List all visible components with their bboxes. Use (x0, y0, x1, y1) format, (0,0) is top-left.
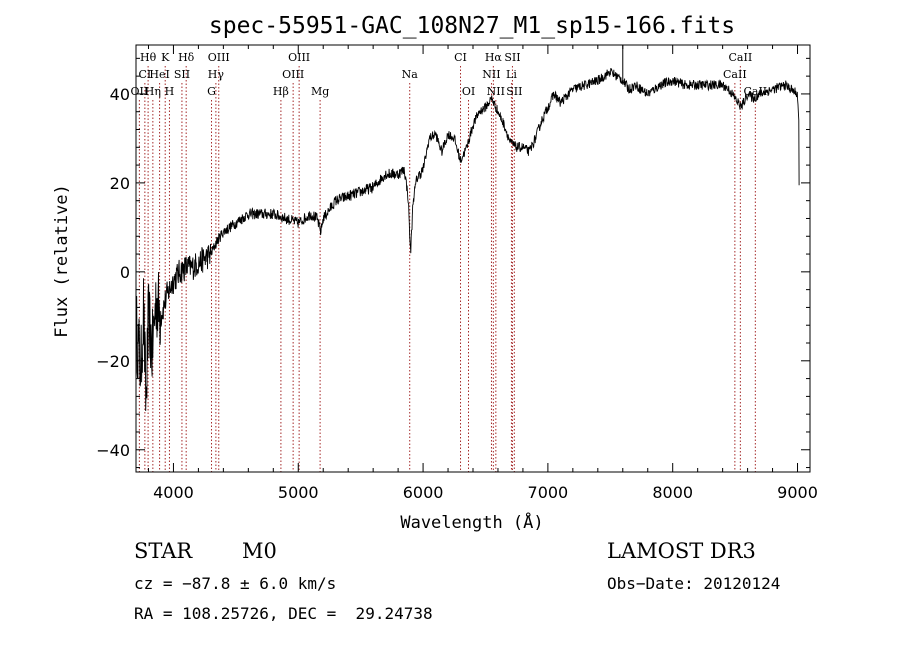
x-axis-label: Wavelength (Å) (400, 511, 543, 533)
spectrum-chart: spec-55951-GAC_108N27_M1_sp15-166.fits H… (52, 13, 818, 533)
spectral-line-label: Hδ (178, 51, 195, 64)
spectral-line-label: CaII (723, 68, 747, 81)
spectral-line-label: H (165, 85, 175, 98)
spectral-line-label: Hη (145, 85, 161, 98)
spectrum-series (135, 45, 800, 412)
x-tick-label: 7000 (528, 483, 569, 502)
plot-frame (135, 44, 811, 473)
spectral-line-label: Hθ (140, 51, 157, 64)
y-tick-label: 40 (110, 85, 130, 104)
spectral-line-label: OIII (208, 51, 230, 64)
x-tick-label: 8000 (652, 483, 693, 502)
x-tick-label: 4000 (153, 483, 194, 502)
spectral-line-label: NII (482, 68, 500, 81)
survey-name: LAMOST DR3 (607, 539, 756, 563)
spectral-line-label: HeI (149, 68, 169, 81)
spectral-line-label: Li (506, 68, 517, 81)
spectral-line-label: Mg (311, 85, 329, 98)
spectral-line-label: G (207, 85, 216, 98)
spectral-line-label: Hα (485, 51, 503, 64)
object-subclass: M0 (242, 539, 277, 563)
object-class: STAR (134, 539, 193, 563)
spectral-line-label: SII (174, 68, 190, 81)
x-tick-label: 6000 (403, 483, 444, 502)
spectral-line-label: NII (487, 85, 505, 98)
axis-ticks: 4000 5000 6000 7000 8000 9000 −40 −20 0 20 40 (96, 45, 818, 502)
spectral-line-label: CI (138, 68, 151, 81)
spectral-line-label: OIII (282, 68, 304, 81)
spectral-line-label: SII (504, 51, 520, 64)
spectral-line-label: Hβ (273, 85, 289, 98)
spectrum-line (135, 68, 800, 412)
spectral-line-label: K (161, 51, 170, 64)
spectral-line-label: OI (462, 85, 475, 98)
coordinates: RA = 108.25726, DEC = 29.24738 (134, 604, 433, 623)
spectral-line-label: OIII (288, 51, 310, 64)
chart-title: spec-55951-GAC_108N27_M1_sp15-166.fits (209, 13, 735, 39)
spectral-line-label: Hγ (208, 68, 225, 81)
y-tick-label: 20 (110, 174, 130, 193)
x-tick-label: 9000 (777, 483, 818, 502)
spectral-line-label: CI (454, 51, 467, 64)
y-tick-label: −20 (96, 352, 130, 371)
redshift-value: cz = −87.8 ± 6.0 km/s (134, 574, 337, 593)
y-tick-label: −40 (96, 441, 130, 460)
spectral-line-label: CaII (729, 51, 753, 64)
spectral-line-label: SII (506, 85, 522, 98)
y-axis-label: Flux (relative) (52, 184, 72, 338)
y-tick-label: 0 (120, 263, 130, 282)
spectral-line-label: Na (402, 68, 419, 81)
x-tick-label: 5000 (278, 483, 319, 502)
observation-date: Obs−Date: 20120124 (607, 574, 781, 593)
spectral-line-label: OII (131, 85, 149, 98)
